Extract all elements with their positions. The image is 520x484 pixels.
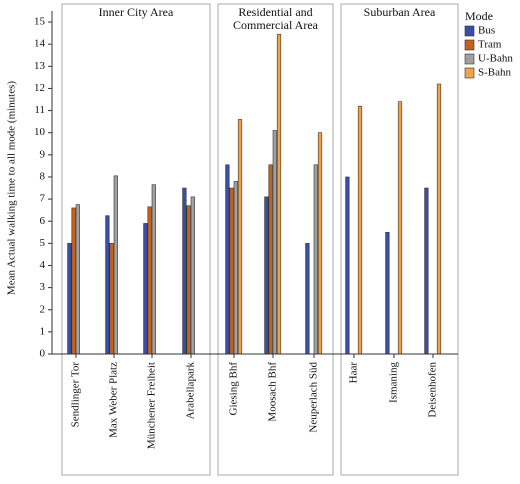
group-box [340, 3, 459, 476]
y-tick-label: 12 [34, 82, 45, 94]
legend-swatch [464, 39, 475, 51]
bar [182, 187, 187, 355]
bar [268, 164, 273, 355]
y-tick-label: 2 [40, 303, 46, 315]
x-tick-label: Neuperlach Süd [308, 362, 320, 433]
bar [276, 33, 282, 355]
x-tick-label: Moosach Bhf [267, 362, 279, 422]
y-tick-label: 1 [40, 325, 46, 337]
bar [190, 196, 195, 355]
y-tick-label: 14 [34, 38, 46, 50]
bar [272, 130, 277, 355]
bar [237, 119, 243, 355]
x-tick-label: Münchener Freiheit [146, 362, 158, 449]
group-box [217, 3, 334, 476]
y-axis-label: Mean Actual walking time to all mode (mi… [6, 81, 18, 295]
y-tick-label: 8 [40, 170, 46, 182]
x-tick-label: Arabellapark [185, 362, 197, 420]
group-label: Residential and Commercial Area [233, 5, 318, 32]
legend-label: Tram [478, 39, 502, 51]
bar [305, 243, 310, 355]
bar [71, 207, 76, 355]
bar [75, 204, 80, 355]
y-tick-label: 4 [40, 259, 46, 271]
x-tick-label: Ismaning [388, 362, 400, 403]
y-tick-label: 7 [40, 193, 46, 205]
bar [147, 206, 152, 355]
y-tick-label: 6 [40, 215, 46, 227]
group-label: Suburban Area [363, 5, 436, 19]
bar [143, 223, 148, 355]
group-box [61, 3, 211, 476]
y-tick-label: 10 [34, 126, 46, 138]
bar [397, 101, 403, 355]
bar [67, 243, 72, 355]
bar [317, 132, 323, 355]
bar [113, 175, 118, 355]
x-tick-label: Max Weber Platz [108, 362, 120, 438]
bar [105, 215, 110, 355]
bar [424, 187, 429, 355]
bar [436, 83, 442, 355]
y-tick-label: 13 [34, 60, 46, 72]
legend-label: Bus [478, 25, 495, 37]
bar [109, 243, 114, 355]
bar [345, 176, 350, 355]
legend-title: Mode [465, 9, 493, 23]
y-tick-label: 15 [34, 16, 46, 28]
bar [357, 105, 363, 355]
y-tick-label: 3 [40, 281, 46, 293]
bar [233, 181, 238, 355]
x-tick-label: Deisenhofen [427, 362, 439, 418]
legend-swatch [464, 67, 475, 79]
bar [313, 164, 318, 355]
y-tick-label: 11 [34, 104, 45, 116]
y-tick-label: 9 [40, 148, 46, 160]
x-tick-label: Haar [348, 362, 360, 384]
legend-swatch [464, 53, 475, 65]
legend-label: U-Bahn [478, 53, 513, 65]
y-tick-label: 5 [40, 237, 46, 249]
legend-label: S-Bahn [478, 67, 512, 79]
bar [151, 184, 156, 355]
bar [225, 164, 230, 355]
bar [186, 205, 191, 355]
legend-swatch [464, 25, 475, 37]
bar [385, 231, 390, 355]
group-label: Inner City Area [98, 5, 174, 19]
bar [229, 187, 234, 355]
y-tick-label: 0 [40, 348, 46, 360]
x-tick-label: Sendlinger Tor [70, 362, 82, 428]
bar [264, 196, 269, 355]
x-tick-label: Giesing Bhf [228, 362, 240, 416]
